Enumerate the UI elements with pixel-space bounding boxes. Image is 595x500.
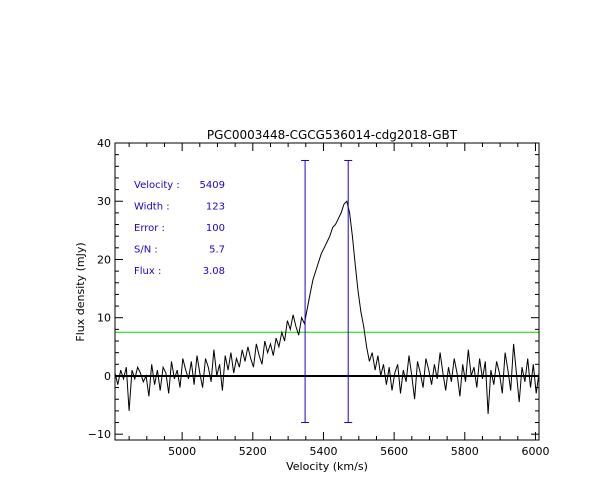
- annotation-block: Velocity : 5409 Width : 123 Error : 100 S/N : 5…: [134, 180, 225, 277]
- x-tick-label: 5000: [168, 445, 196, 458]
- chart-title: PGC0003448-CGCG536014-cdg2018-GBT: [207, 128, 458, 142]
- axes: 5000 5200 5400 5600 5800 6000 −10 0 10 20 30 40: [88, 137, 550, 458]
- annotation-value: 5409: [200, 180, 225, 191]
- annotation-label: Velocity :: [134, 180, 180, 191]
- velocity-marker-1: [344, 159, 353, 424]
- x-tick-label: 5200: [239, 445, 267, 458]
- y-tick-label: 0: [104, 370, 111, 383]
- velocity-marker-0: [301, 159, 310, 424]
- x-tick-label: 5600: [380, 445, 408, 458]
- y-tick-label: 20: [97, 253, 111, 266]
- annotation-value: 3.08: [203, 266, 225, 277]
- y-tick-label: 40: [97, 137, 111, 150]
- annotation-label: Width :: [134, 202, 170, 213]
- annotation-label: S/N :: [134, 245, 158, 256]
- y-axis-label: Flux density (mJy): [74, 242, 87, 341]
- annotation-label: Error :: [134, 223, 165, 234]
- annotation-value: 5.7: [209, 245, 225, 256]
- x-tick-label: 5400: [309, 445, 337, 458]
- x-tick-label: 6000: [521, 445, 549, 458]
- x-tick-label: 5800: [451, 445, 479, 458]
- plot-frame: [114, 142, 540, 441]
- spectrum-line-0: [114, 200, 540, 414]
- annotation-value: 100: [206, 223, 225, 234]
- plot-area: [114, 159, 540, 424]
- y-tick-label: 10: [97, 312, 111, 325]
- y-tick-label: −10: [88, 428, 111, 441]
- x-axis-label: Velocity (km/s): [286, 460, 368, 473]
- annotation-label: Flux :: [134, 266, 161, 277]
- annotation-value: 123: [206, 202, 225, 213]
- y-tick-label: 30: [97, 195, 111, 208]
